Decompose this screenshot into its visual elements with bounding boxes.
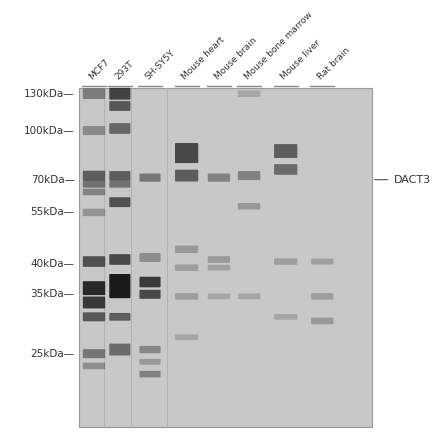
FancyBboxPatch shape [109, 344, 130, 355]
Text: SH-SY5Y: SH-SY5Y [143, 48, 177, 82]
FancyBboxPatch shape [175, 293, 198, 299]
FancyBboxPatch shape [109, 101, 130, 111]
Bar [79, 88, 372, 427]
FancyBboxPatch shape [238, 90, 260, 97]
Text: DACT3: DACT3 [374, 175, 430, 185]
FancyBboxPatch shape [139, 371, 161, 377]
FancyBboxPatch shape [109, 254, 130, 265]
FancyBboxPatch shape [175, 170, 198, 182]
FancyBboxPatch shape [274, 144, 297, 158]
FancyBboxPatch shape [139, 359, 161, 365]
FancyBboxPatch shape [83, 126, 105, 135]
FancyBboxPatch shape [208, 293, 230, 299]
FancyBboxPatch shape [238, 171, 260, 180]
FancyBboxPatch shape [139, 174, 161, 182]
FancyBboxPatch shape [109, 180, 130, 188]
Text: 55kDa—: 55kDa— [30, 207, 75, 217]
Text: MCF7: MCF7 [88, 57, 112, 82]
Text: Mouse heart: Mouse heart [180, 35, 227, 82]
Text: 293T: 293T [114, 59, 136, 82]
FancyBboxPatch shape [274, 258, 297, 265]
FancyBboxPatch shape [208, 256, 230, 263]
Text: 100kDa—: 100kDa— [24, 126, 75, 135]
FancyBboxPatch shape [109, 197, 130, 207]
FancyBboxPatch shape [83, 88, 105, 99]
Text: 70kDa—: 70kDa— [31, 175, 75, 185]
FancyBboxPatch shape [83, 171, 105, 180]
Text: 35kDa—: 35kDa— [30, 289, 75, 299]
FancyBboxPatch shape [139, 346, 161, 353]
FancyBboxPatch shape [274, 314, 297, 320]
FancyBboxPatch shape [83, 180, 105, 188]
FancyBboxPatch shape [83, 189, 105, 195]
FancyBboxPatch shape [208, 265, 230, 271]
FancyBboxPatch shape [109, 274, 130, 298]
FancyBboxPatch shape [311, 293, 334, 299]
FancyBboxPatch shape [83, 363, 105, 369]
FancyBboxPatch shape [83, 312, 105, 321]
FancyBboxPatch shape [175, 334, 198, 340]
FancyBboxPatch shape [175, 265, 198, 271]
FancyBboxPatch shape [83, 209, 105, 216]
FancyBboxPatch shape [274, 164, 297, 175]
FancyBboxPatch shape [238, 203, 260, 209]
FancyBboxPatch shape [83, 296, 105, 308]
Text: 25kDa—: 25kDa— [30, 349, 75, 359]
FancyBboxPatch shape [83, 349, 105, 358]
FancyBboxPatch shape [175, 246, 198, 253]
FancyBboxPatch shape [109, 171, 130, 180]
Text: 130kDa—: 130kDa— [24, 89, 75, 99]
FancyBboxPatch shape [83, 256, 105, 267]
FancyBboxPatch shape [109, 88, 130, 100]
FancyBboxPatch shape [139, 253, 161, 262]
Text: 40kDa—: 40kDa— [31, 258, 75, 269]
Text: Mouse brain: Mouse brain [213, 36, 258, 82]
FancyBboxPatch shape [238, 293, 260, 299]
FancyBboxPatch shape [83, 281, 105, 295]
FancyBboxPatch shape [175, 143, 198, 163]
FancyBboxPatch shape [139, 290, 161, 299]
FancyBboxPatch shape [139, 277, 161, 288]
FancyBboxPatch shape [311, 318, 334, 324]
Text: Mouse liver: Mouse liver [279, 38, 323, 82]
Text: Rat brain: Rat brain [316, 46, 352, 82]
Text: Mouse bone marrow: Mouse bone marrow [243, 10, 314, 82]
FancyBboxPatch shape [109, 313, 130, 321]
FancyBboxPatch shape [208, 174, 230, 182]
FancyBboxPatch shape [311, 259, 334, 265]
FancyBboxPatch shape [109, 123, 130, 134]
